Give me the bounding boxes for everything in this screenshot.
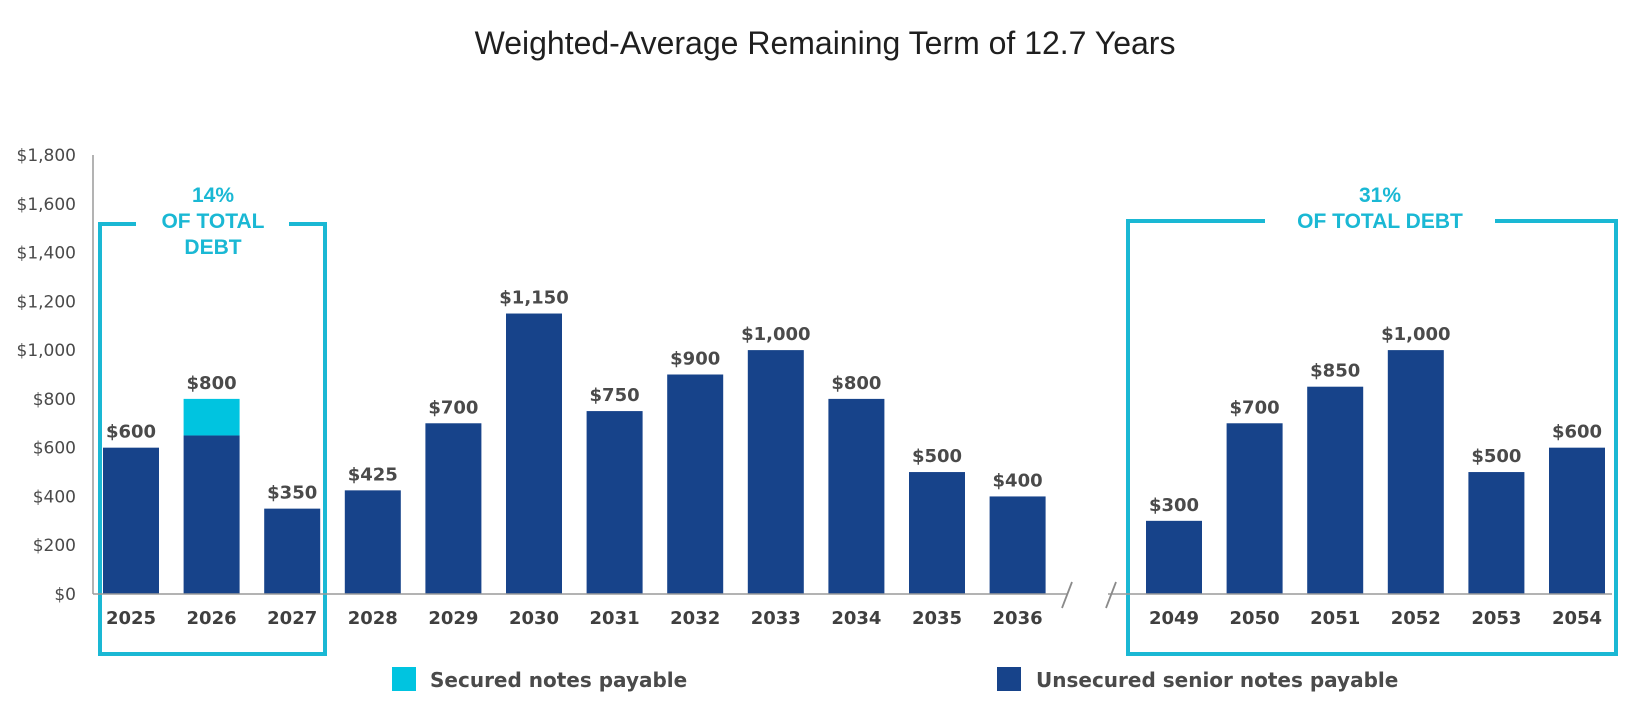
x-tick-label: 2034 [831, 608, 881, 629]
x-tick-label: 2052 [1391, 608, 1441, 629]
legend-label: Unsecured senior notes payable [1036, 668, 1398, 692]
callout-text-right: 31% [1359, 184, 1401, 207]
axis-break-mark-left [1061, 581, 1073, 609]
x-tick-label: 2036 [993, 608, 1043, 629]
x-tick-label: 2029 [428, 608, 478, 629]
data-label: $600 [106, 422, 156, 443]
bar-unsecured [909, 472, 965, 594]
data-label: $800 [831, 373, 881, 394]
bar-unsecured [1226, 423, 1283, 594]
x-tick-label: 2030 [509, 608, 559, 629]
bar-unsecured [506, 313, 562, 594]
data-label: $700 [1230, 397, 1280, 418]
y-tick-label: $600 [33, 439, 76, 459]
x-tick-label: 2035 [912, 608, 962, 629]
y-tick-label: $200 [33, 536, 76, 556]
x-axis: 2025 2026 2027 2028 2029 2030 2031 2032 2033 2034… [93, 581, 1612, 629]
x-tick-label: 2026 [187, 608, 237, 629]
legend-label: Secured notes payable [430, 668, 687, 692]
x-tick-label: 2025 [106, 608, 156, 629]
annotation-layer: 14% OF TOTAL DEBT 31% OF TOTAL DEBT [98, 184, 1618, 656]
data-label: $700 [428, 397, 478, 418]
x-tick-label: 2033 [751, 608, 801, 629]
y-tick-label: $1,600 [17, 195, 76, 215]
data-label: $600 [1552, 422, 1602, 443]
bar-unsecured [1549, 447, 1605, 594]
bar-unsecured [586, 411, 643, 594]
x-tick-label: 2049 [1149, 608, 1199, 629]
y-tick-label: $1,200 [17, 292, 76, 312]
y-tick-label: $1,400 [17, 244, 76, 264]
bar-unsecured [747, 350, 804, 594]
bar-unsecured [1387, 350, 1444, 594]
bar-unsecured [344, 490, 401, 594]
x-tick-label: 2051 [1310, 608, 1360, 629]
bar-unsecured [989, 496, 1046, 594]
callout-text-left: 14% [192, 184, 234, 207]
data-label: $850 [1310, 361, 1360, 382]
bar-layer: $600 $800 $350 $425 $700 $1,150 $750 $900 $1,000… [103, 288, 1605, 594]
callout-text-left: DEBT [184, 236, 241, 259]
data-label: $500 [1471, 446, 1521, 467]
y-tick-label: $400 [33, 487, 76, 507]
legend-swatch [997, 667, 1021, 691]
data-label: $900 [670, 349, 720, 370]
callout-box-left [98, 222, 327, 656]
bar-unsecured [425, 423, 482, 594]
y-axis: $0 $200 $400 $600 $800 $1,000 $1,200 $1,400 $1,6… [17, 146, 94, 605]
data-label: $1,000 [741, 324, 810, 345]
x-tick-label: 2054 [1552, 608, 1602, 629]
bar-unsecured [1146, 520, 1202, 594]
bar-unsecured [1468, 472, 1525, 594]
callout-box-right [1126, 219, 1618, 656]
y-tick-label: $0 [54, 585, 76, 605]
data-label: $500 [912, 446, 962, 467]
y-tick-label: $1,000 [17, 341, 76, 361]
bar-unsecured [1307, 386, 1364, 594]
data-label: $800 [187, 373, 237, 394]
x-tick-label: 2027 [267, 608, 317, 629]
chart-title: Weighted-Average Remaining Term of 12.7 … [475, 25, 1176, 61]
data-label: $425 [348, 464, 398, 485]
bar-secured [183, 398, 240, 436]
x-tick-label: 2053 [1471, 608, 1521, 629]
bar-unsecured [828, 398, 885, 594]
x-tick-label: 2050 [1230, 608, 1280, 629]
data-label: $750 [590, 385, 640, 406]
x-tick-label: 2028 [348, 608, 398, 629]
bar-unsecured [264, 508, 321, 594]
y-tick-label: $1,800 [17, 146, 76, 166]
legend: Secured notes payable Unsecured senior no… [392, 667, 1398, 692]
callout-text-left: OF TOTAL [161, 210, 264, 233]
bar-unsecured [183, 435, 240, 594]
data-label: $400 [993, 470, 1043, 491]
legend-swatch [392, 667, 416, 691]
x-tick-label: 2032 [670, 608, 720, 629]
data-label: $1,000 [1381, 324, 1450, 345]
data-label: $1,150 [499, 288, 568, 309]
x-tick-label: 2031 [590, 608, 640, 629]
bar-unsecured [103, 447, 159, 594]
y-tick-label: $800 [33, 390, 76, 410]
axis-break-mark-right [1105, 581, 1117, 609]
data-label: $300 [1149, 495, 1199, 516]
callout-text-right: OF TOTAL DEBT [1297, 210, 1463, 233]
data-label: $350 [267, 483, 317, 504]
bar-unsecured [667, 374, 724, 594]
